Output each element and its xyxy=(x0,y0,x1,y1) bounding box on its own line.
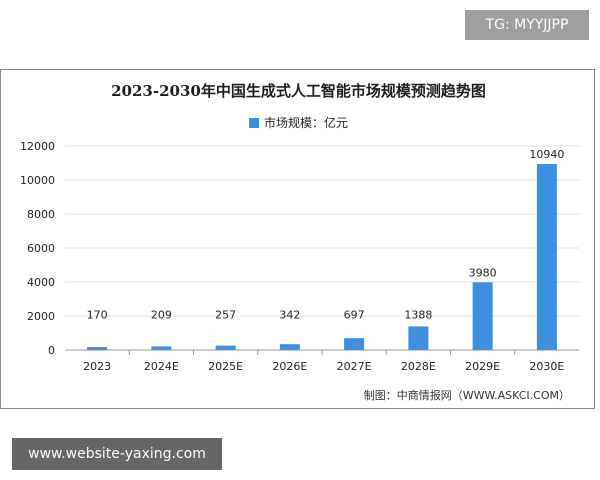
chart-title: 2023-2030年中国生成式人工智能市场规模预测趋势图 xyxy=(111,82,486,100)
y-tick-label: 12000 xyxy=(20,140,55,153)
chart-legend: 市场规模：亿元 xyxy=(1,114,596,131)
x-tick-label: 2026E xyxy=(272,360,307,373)
y-tick-label: 10000 xyxy=(20,174,55,187)
x-tick-label: 2030E xyxy=(529,360,564,373)
data-label: 697 xyxy=(344,309,365,322)
chart-frame: 2023-2030年中国生成式人工智能市场规模预测趋势图 市场规模：亿元 0 20… xyxy=(0,69,595,409)
data-label: 3980 xyxy=(469,266,497,279)
data-label: 257 xyxy=(215,309,236,322)
y-tick-label: 4000 xyxy=(27,276,55,289)
bar xyxy=(151,346,172,350)
x-tick-label: 2023 xyxy=(83,360,111,373)
legend-label: 市场规模：亿元 xyxy=(263,116,348,130)
y-tick-label: 8000 xyxy=(27,208,55,221)
bar xyxy=(215,345,236,350)
data-label: 342 xyxy=(279,309,300,322)
y-tick-label: 2000 xyxy=(27,310,55,323)
x-tick-label: 2028E xyxy=(401,360,436,373)
x-tick-label: 2027E xyxy=(337,360,372,373)
tg-badge: TG: MYYJJPP xyxy=(465,10,589,40)
bar xyxy=(536,164,557,350)
data-label: 170 xyxy=(87,309,108,322)
source-note: 制图：中商情报网（WWW.ASKCI.COM） xyxy=(363,389,570,402)
data-label: 1388 xyxy=(404,309,432,322)
bar xyxy=(344,338,365,350)
data-label: 10940 xyxy=(529,148,564,161)
x-tick-label: 2024E xyxy=(144,360,179,373)
bar xyxy=(408,326,429,350)
data-label: 209 xyxy=(151,309,172,322)
legend-swatch xyxy=(248,117,259,128)
bar xyxy=(279,344,300,350)
x-tick-label: 2029E xyxy=(465,360,500,373)
y-tick-label: 6000 xyxy=(27,242,55,255)
y-tick-label: 0 xyxy=(48,344,55,357)
bar-chart-plot: 0 2000 4000 6000 8000 10000 12000 170 2023 209 202… xyxy=(20,140,579,373)
x-tick-label: 2025E xyxy=(208,360,243,373)
bar xyxy=(87,347,108,350)
bar xyxy=(472,282,493,350)
website-watermark: www.website-yaxing.com xyxy=(12,438,222,470)
